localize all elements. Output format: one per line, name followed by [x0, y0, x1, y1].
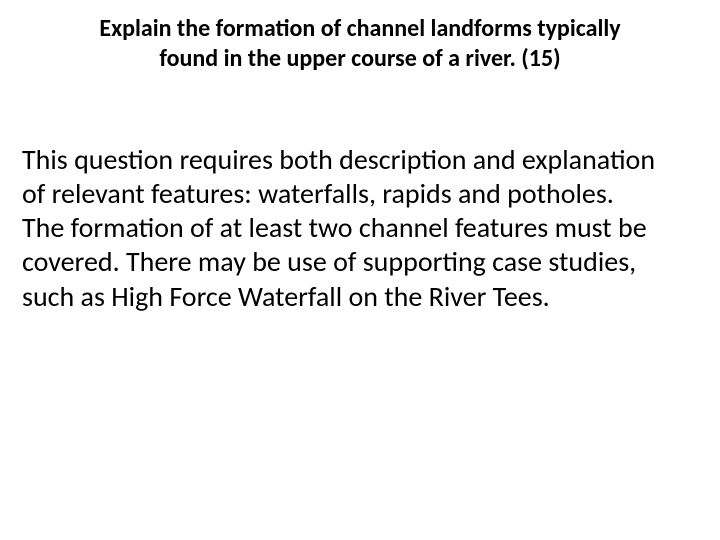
body-text-content: This question requires both description …: [22, 142, 655, 314]
slide-title: Explain the formation of channel landfor…: [55, 14, 665, 74]
slide-body: This question requires both description …: [22, 143, 680, 314]
title-line-1: Explain the formation of channel landfor…: [99, 14, 620, 43]
title-line-2: found in the upper course of a river. (1…: [159, 44, 560, 73]
slide: Explain the formation of channel landfor…: [0, 0, 720, 540]
